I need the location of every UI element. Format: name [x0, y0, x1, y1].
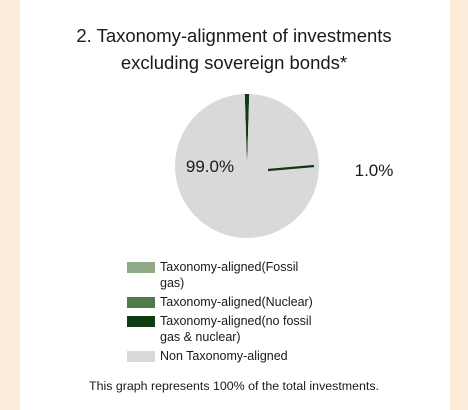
pie-slice-non-taxonomy-aligned [175, 94, 319, 239]
legend-label-no-fossil-gas-nuclear: Taxonomy-aligned(no fossil gas & nuclear… [160, 314, 312, 344]
chart-footnote: This graph represents 100% of the total … [89, 379, 379, 393]
chart-title: 2. Taxonomy-alignment of investments exc… [0, 22, 468, 76]
chart-title-line-1: 2. Taxonomy-alignment of investments [76, 25, 392, 46]
legend-label-non-taxonomy-aligned: Non Taxonomy-aligned [160, 349, 288, 363]
legend-swatch-fossil-gas [127, 262, 155, 273]
legend-swatch-no-fossil-gas-nuclear [127, 316, 155, 327]
data-label-leader-line [267, 164, 315, 172]
chart-legend: Taxonomy-aligned(Fossil gas) Taxonomy-al… [127, 259, 387, 364]
pie-slice-taxonomy-aligned-no-fossil-gas-nuclear [244, 94, 250, 166]
legend-label-nuclear: Taxonomy-aligned(Nuclear) [160, 295, 313, 309]
legend-item-nuclear: Taxonomy-aligned(Nuclear) [127, 294, 387, 310]
data-label-non-taxonomy-aligned: 99.0% [186, 157, 234, 176]
legend-item-no-fossil-gas-nuclear: Taxonomy-aligned(no fossil gas & nuclear… [127, 313, 387, 345]
legend-label-fossil-gas: Taxonomy-aligned(Fossil gas) [160, 260, 299, 290]
chart-title-line-2: excluding sovereign bonds* [120, 52, 348, 73]
data-label-no-fossil-gas-nuclear: 1.0% [355, 161, 394, 180]
legend-item-non-taxonomy-aligned: Non Taxonomy-aligned [127, 348, 387, 364]
legend-swatch-nuclear [127, 297, 155, 308]
legend-item-fossil-gas: Taxonomy-aligned(Fossil gas) [127, 259, 387, 291]
legend-swatch-non-taxonomy-aligned [127, 351, 155, 362]
